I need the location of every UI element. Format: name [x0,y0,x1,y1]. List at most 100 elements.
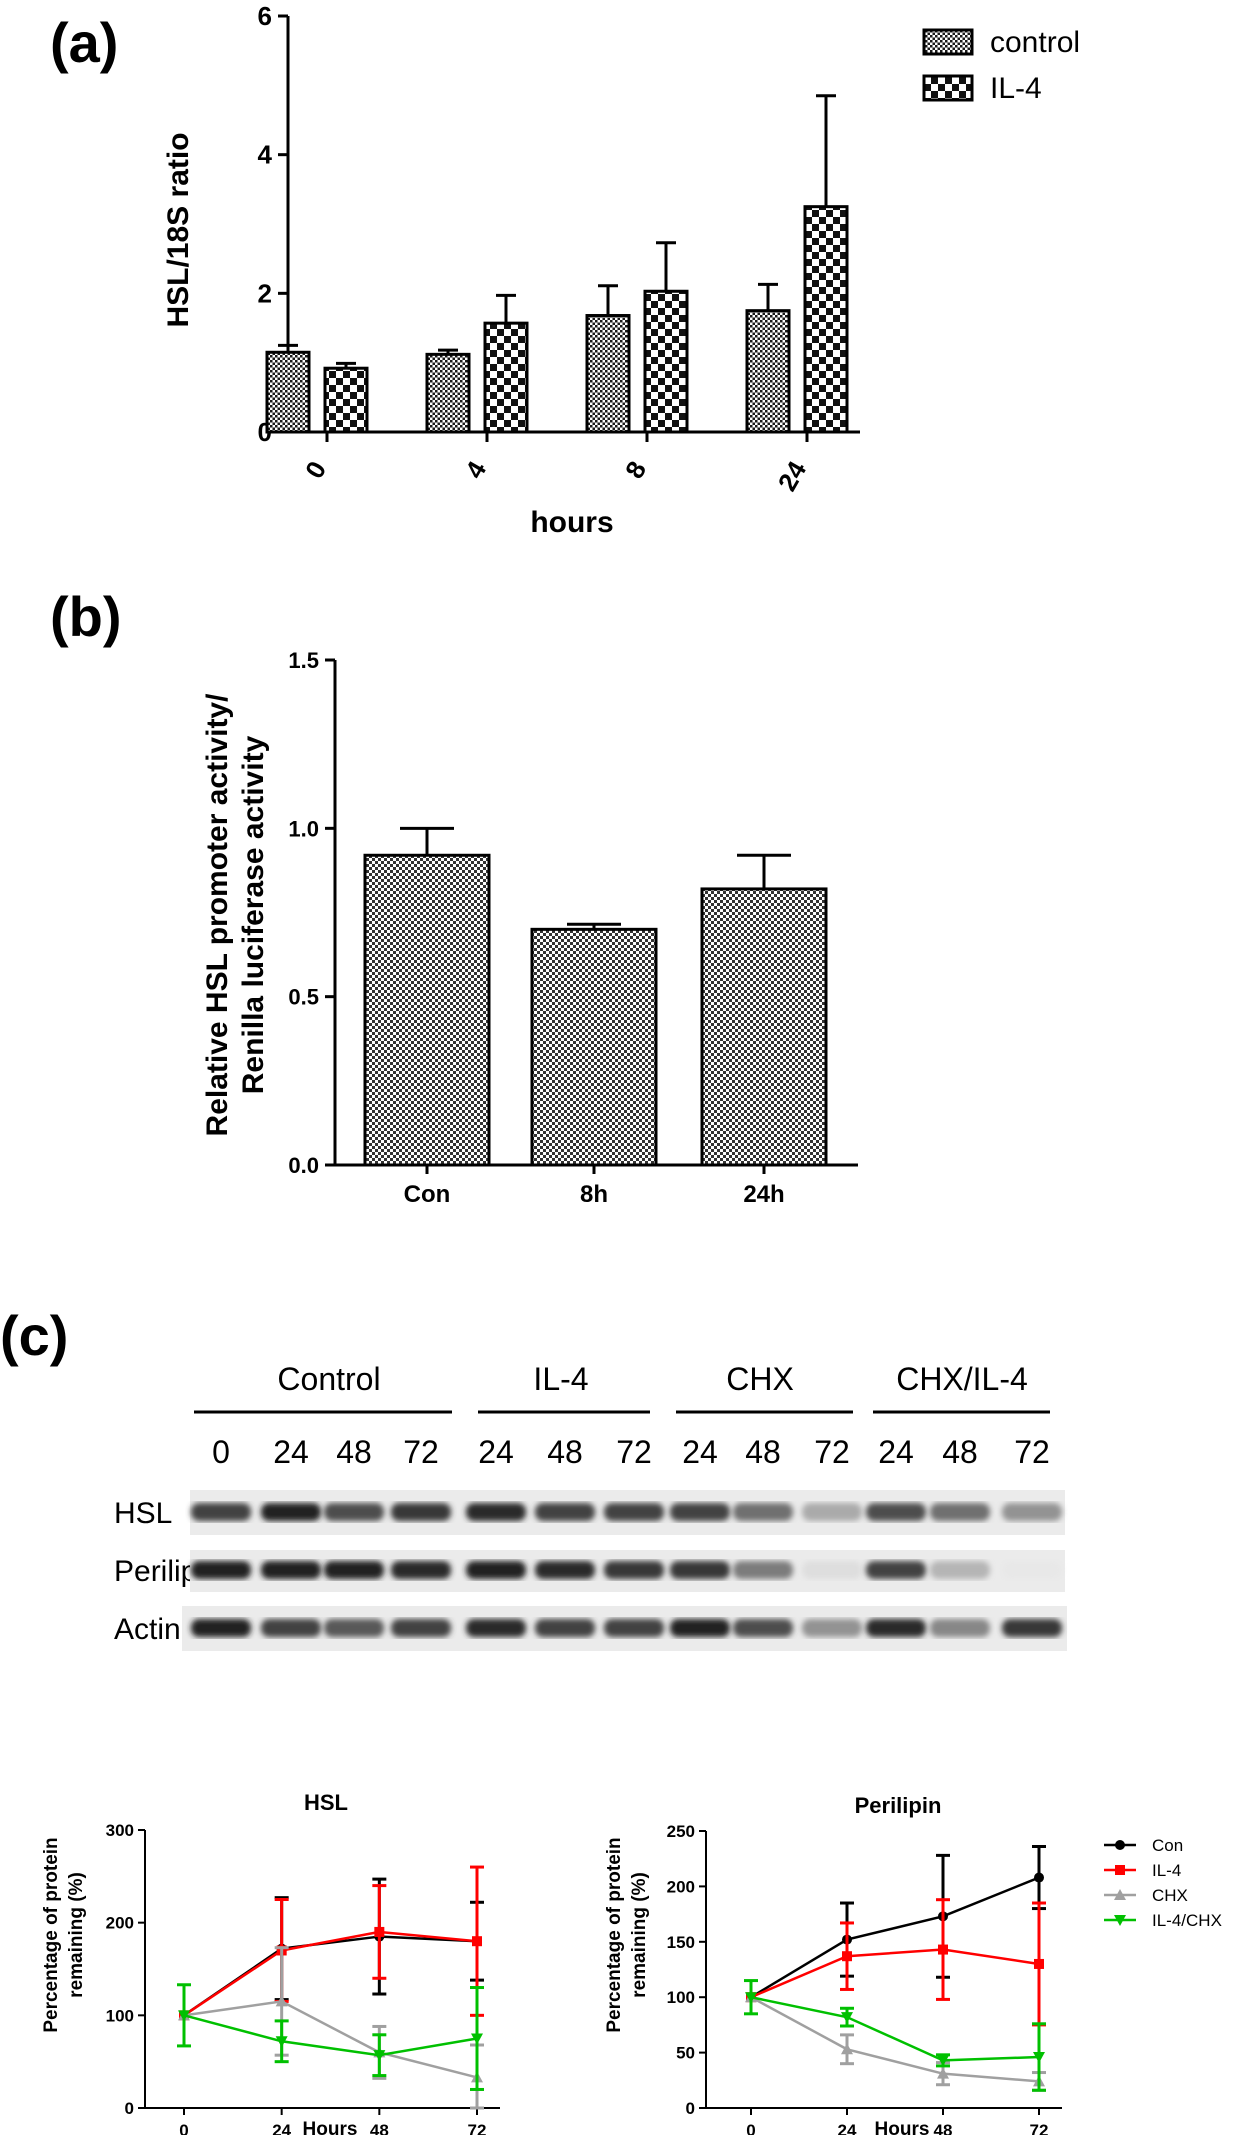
blot-band [802,1561,862,1579]
blot-group-label: IL-4 [533,1361,588,1397]
chart-perilipin-point [842,1951,852,1962]
chart-a-bar-il4 [323,366,369,434]
chart-a-ytick-label: 2 [258,278,272,308]
chart-hsl-point [374,1926,385,1937]
chart-perilipin-point [937,2067,949,2079]
blot-band [466,1561,526,1579]
line-legend-label: IL-4 [1152,1861,1181,1880]
blot-band [391,1619,451,1637]
chart-hsl-point [472,1936,482,1947]
line-legend-marker [1114,1915,1126,1926]
chart-a-bar-control [425,352,471,434]
chart-hsl-ylabel-line1: Percentage of protein [41,1837,62,2032]
blot-group-label: CHX/IL-4 [896,1361,1028,1397]
chart-perilipin-xtick-label: 72 [1030,2121,1049,2135]
chart-perilipin-point [745,1992,757,2004]
chart-perilipin-point [938,1944,948,1955]
blot-band [261,1503,321,1521]
blot-band [930,1561,990,1579]
chart-a-legend-label: control [990,26,1080,59]
chart-b-ylabel-line1: Relative HSL promoter activity/ [201,693,234,1137]
chart-hsl-series-line [183,1935,478,2017]
blot-lane-label: 24 [273,1434,309,1470]
chart-hsl-xtick-label: 24 [272,2121,291,2135]
chart-b-ytick-label: 0.5 [288,985,319,1010]
chart-b-ytick-label: 1.5 [288,648,319,673]
blot-band [866,1561,926,1579]
chart-a-bar-control [585,314,631,434]
chart-perilipin-series-line [750,1876,1040,1999]
blot-band [466,1619,526,1637]
chart-a-legend-swatch [922,74,974,102]
chart-perilipin-xtick-label: 0 [746,2121,755,2135]
chart-perilipin-series-line [750,1996,1040,2083]
blot-band [324,1619,384,1637]
chart-b-bar [700,887,828,1167]
chart-a-ytick-label: 6 [258,1,272,31]
chart-perilipin-point [937,2055,949,2067]
chart-a-xtick-label: 4 [459,456,492,484]
chart-hsl-title: HSL [304,1790,348,1815]
chart-perilipin-point [841,2043,853,2055]
chart-a-bar-il4 [643,289,689,434]
chart-hsl-ytick-label: 0 [125,2099,134,2118]
blot-lane-label: 24 [682,1434,718,1470]
blot-group-label: CHX [726,1361,794,1397]
line-legend-marker [1115,1865,1125,1875]
chart-perilipin-ytick-label: 0 [686,2099,695,2118]
chart-perilipin-ytick-label: 250 [667,1822,695,1841]
blot-band [604,1561,664,1579]
blot-band [261,1619,321,1637]
chart-a-xtick-label: 8 [619,456,652,484]
blot-lane-label: 48 [336,1434,372,1470]
line-legend-marker [1115,1840,1125,1850]
blot-band [324,1561,384,1579]
blot-row-label: Actin [114,1613,181,1646]
chart-a-xtick-label: 24 [772,456,813,497]
chart-hsl-xlabel: Hours [303,2119,358,2135]
blot-band [733,1503,793,1521]
blot-band [191,1561,251,1579]
chart-hsl-ytick-label: 100 [106,2006,134,2025]
blot-band [261,1561,321,1579]
blot-band [466,1503,526,1521]
blot-band [535,1561,595,1579]
chart-hsl-ylabel-line2: remaining (%) [66,1872,87,1998]
blot-band [391,1503,451,1521]
chart-perilipin-ylabel-line1: Percentage of protein [604,1837,625,2032]
blot-lane-label: 24 [478,1434,514,1470]
line-legend-label: CHX [1152,1886,1188,1905]
chart-a-bar-il4 [803,205,849,434]
blot-band [866,1503,926,1521]
line-legend-label: IL-4/CHX [1152,1911,1222,1930]
chart-a-xlabel: hours [530,506,613,539]
chart-b-bar [363,853,491,1167]
chart-a-ytick-label: 4 [258,140,273,170]
blot-lane-label: 72 [1014,1434,1050,1470]
chart-a-bar-control [265,350,311,434]
chart-hsl-ytick-label: 300 [106,1821,134,1840]
chart-b-xtick-label: Con [404,1181,451,1208]
blot-lane-label: 48 [745,1434,781,1470]
chart-hsl-xtick-label: 0 [179,2121,188,2135]
chart-a-bar-il4 [483,321,529,434]
panel-label-a: (a) [50,11,118,74]
chart-a-legend-label: IL-4 [990,72,1042,105]
chart-perilipin-point [1034,1958,1044,1969]
chart-b-bar [530,927,658,1167]
panel-label-c: (c) [0,1304,68,1367]
chart-hsl-point [471,2033,483,2045]
chart-b-ytick-label: 1.0 [288,816,319,841]
chart-hsl-xtick-label: 48 [370,2121,389,2135]
chart-b-xtick-label: 24h [743,1181,784,1208]
blot-group-label: Control [277,1361,380,1397]
blot-lane-label: 72 [616,1434,652,1470]
blot-band [535,1503,595,1521]
blot-band [324,1503,384,1521]
chart-hsl-series-line [183,2000,478,2079]
blot-row-label: HSL [114,1497,172,1530]
blot-band [191,1619,251,1637]
chart-a-legend-swatch [922,28,974,56]
line-legend-label: Con [1152,1836,1183,1855]
